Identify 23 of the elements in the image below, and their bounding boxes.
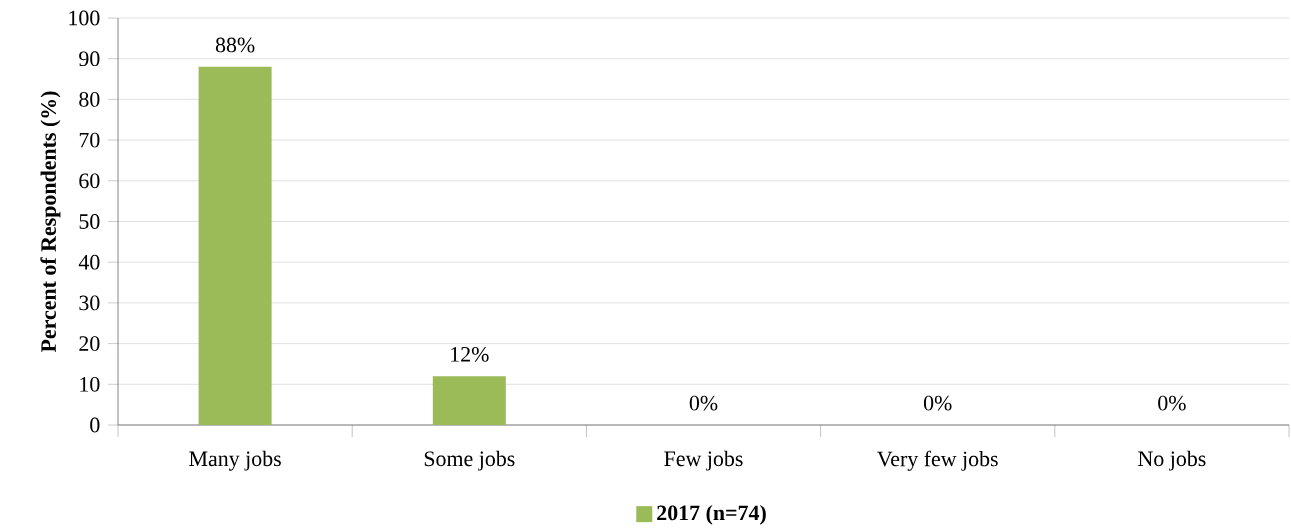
y-tick-label: 60	[79, 173, 100, 189]
y-tick-label: 10	[80, 376, 100, 392]
y-tick-label: 0	[90, 417, 100, 433]
y-tick-label: 50	[79, 214, 100, 229]
legend-label: 2017 (n=74)	[657, 504, 766, 525]
y-tick-label: 100	[69, 10, 100, 26]
y-tick-label: 30	[79, 295, 100, 311]
y-tick-label: 90	[79, 51, 100, 67]
x-tick-label: Very few jobs	[877, 450, 998, 471]
data-label: 0%	[1158, 395, 1186, 411]
x-tick-label: No jobs	[1138, 450, 1206, 471]
data-label: 88%	[215, 37, 255, 53]
x-tick-label: Some jobs	[424, 450, 515, 471]
data-label: 0%	[689, 395, 718, 411]
x-tick-label: Few jobs	[664, 450, 743, 471]
y-tick-label: 40	[78, 254, 100, 270]
x-tick-label: Many jobs	[189, 450, 281, 471]
y-axis-title: Percent of Respondents (%)	[40, 91, 61, 353]
y-tick-label: 70	[79, 132, 100, 148]
y-tick-label: 20	[79, 336, 100, 351]
data-label: 0%	[923, 395, 952, 411]
data-label: 12%	[451, 346, 489, 362]
y-tick-label: 80	[79, 92, 100, 107]
